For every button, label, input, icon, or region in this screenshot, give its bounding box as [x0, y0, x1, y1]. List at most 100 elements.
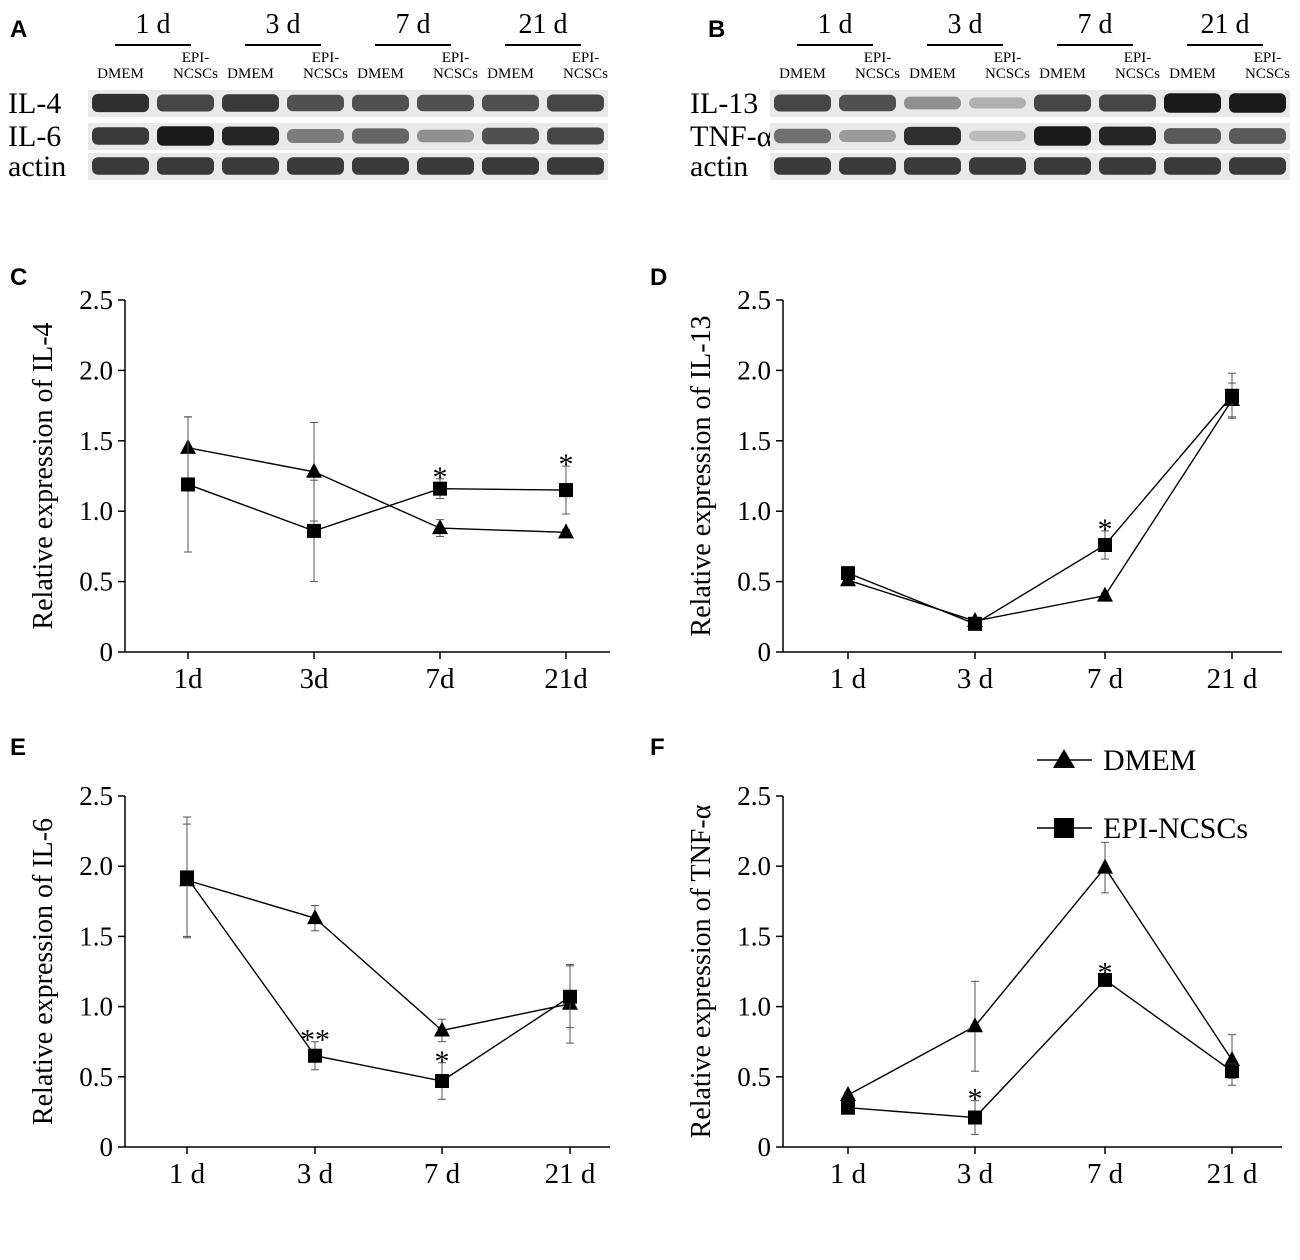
blot-band	[1034, 157, 1091, 175]
blot-timepoint-label: 1 d	[818, 9, 853, 40]
data-point-square	[307, 523, 321, 538]
data-point-triangle	[306, 462, 322, 478]
data-point-square	[1098, 972, 1112, 987]
data-point-triangle	[1097, 858, 1113, 874]
significance-marker: *	[1098, 513, 1113, 546]
panel-letter-b: B	[708, 16, 725, 43]
blot-band	[157, 126, 214, 146]
data-point-triangle	[967, 1017, 983, 1033]
series-line-square	[187, 483, 567, 532]
blot-band	[417, 129, 474, 143]
panel-letter-e: E	[10, 734, 26, 761]
blot-band	[839, 129, 896, 143]
significance-marker: **	[300, 1024, 330, 1057]
legend: DMEM EPI-NCSCs	[1037, 744, 1248, 845]
y-axis-label: Relative expression of TNF-α	[686, 804, 717, 1138]
blot-band	[774, 94, 831, 112]
x-tick-label: 7d	[426, 663, 456, 695]
blot-condition-label: EPI-NCSCs	[563, 50, 608, 82]
x-tick-label: 7 d	[1087, 1158, 1124, 1190]
blot-band	[1099, 94, 1156, 112]
data-point-square	[563, 989, 577, 1004]
blot-band	[969, 157, 1026, 175]
blot-band	[1034, 126, 1091, 146]
significance-marker: *	[559, 448, 574, 481]
x-tick-label: 1d	[174, 663, 204, 695]
blot-band	[482, 157, 539, 175]
x-tick-label: 1 d	[169, 1158, 206, 1190]
blot-band	[904, 157, 961, 175]
data-point-square	[841, 1100, 855, 1115]
data-point-square	[841, 566, 855, 581]
blot-condition-label: EPI-NCSCs	[855, 50, 900, 82]
blot-band	[1099, 126, 1156, 146]
blot-band	[774, 157, 831, 175]
y-tick-label: 0.5	[79, 567, 113, 597]
blot-timepoint-label: 21 d	[519, 9, 568, 40]
y-tick-label: 1.0	[79, 496, 113, 526]
blot-condition-label: DMEM	[227, 66, 274, 82]
chart-il6: 0 0.5 1.0 1.5 2.0 2.5 1 d 3 d 7 d 21 d Relative ex…	[28, 781, 610, 1190]
y-tick-label: 1.5	[79, 426, 113, 456]
x-tick-label: 21d	[544, 663, 588, 695]
blot-band	[287, 94, 344, 112]
y-tick-label: 0.5	[79, 1062, 113, 1092]
blot-condition-label: DMEM	[1039, 66, 1086, 82]
blot-band	[1164, 93, 1221, 113]
x-tick-label: 7 d	[424, 1158, 461, 1190]
blot-band	[969, 97, 1026, 109]
series-line-square	[847, 978, 1233, 1119]
x-tick-label: 1 d	[830, 663, 867, 695]
data-point-square	[181, 477, 195, 492]
y-tick-label: 2.0	[737, 851, 771, 881]
x-tick-label: 21 d	[545, 1158, 596, 1190]
y-tick-label: 1.5	[79, 921, 113, 951]
blot-band	[969, 130, 1026, 142]
data-point-square	[435, 1074, 449, 1089]
blot-band	[839, 94, 896, 112]
data-point-square	[1225, 388, 1239, 403]
blot-timepoint-label: 3 d	[948, 9, 983, 40]
y-tick-label: 0	[100, 1132, 114, 1162]
blot-condition-label: DMEM	[357, 66, 404, 82]
series-line-triangle	[847, 399, 1233, 622]
data-point-triangle	[432, 519, 448, 535]
blot-timepoint-label: 21 d	[1201, 9, 1250, 40]
data-point-square	[968, 1110, 982, 1125]
blot-band	[1229, 93, 1286, 113]
blot-condition-label: DMEM	[97, 66, 144, 82]
blot-band	[92, 93, 149, 113]
blot-row-label: IL-13	[690, 87, 758, 120]
blot-band	[92, 157, 149, 175]
blot-band	[92, 127, 149, 145]
data-point-triangle	[1097, 586, 1113, 602]
y-tick-label: 1.0	[737, 992, 771, 1022]
y-tick-label: 1.0	[79, 992, 113, 1022]
blot-band	[904, 126, 961, 146]
blot-condition-label: EPI-NCSCs	[433, 50, 478, 82]
blot-band	[1034, 94, 1091, 112]
chart-il13: 0 0.5 1.0 1.5 2.0 2.5 1 d 3 d 7 d 21 d Relative ex…	[686, 285, 1282, 695]
data-point-square	[559, 483, 573, 498]
data-point-square	[968, 616, 982, 631]
data-point-square	[433, 481, 447, 496]
y-tick-label: 0	[100, 637, 114, 667]
blot-condition-label: EPI-NCSCs	[303, 50, 348, 82]
legend-dmem-label: DMEM	[1103, 744, 1196, 777]
blot-band	[547, 127, 604, 145]
panel-letter-d: D	[650, 264, 667, 291]
blot-band	[417, 157, 474, 175]
y-tick-label: 2.0	[79, 355, 113, 385]
blot-band	[352, 128, 409, 144]
blot-timepoint-label: 7 d	[396, 9, 431, 40]
blot-band	[222, 126, 279, 146]
blot-band	[287, 129, 344, 143]
panel-letter-f: F	[650, 734, 665, 761]
x-tick-label: 3 d	[957, 1158, 994, 1190]
series-line-triangle	[187, 447, 567, 534]
series-line-triangle	[847, 866, 1233, 1096]
blot-timepoint-label: 1 d	[136, 9, 171, 40]
blot-row-label: IL-6	[8, 120, 61, 153]
